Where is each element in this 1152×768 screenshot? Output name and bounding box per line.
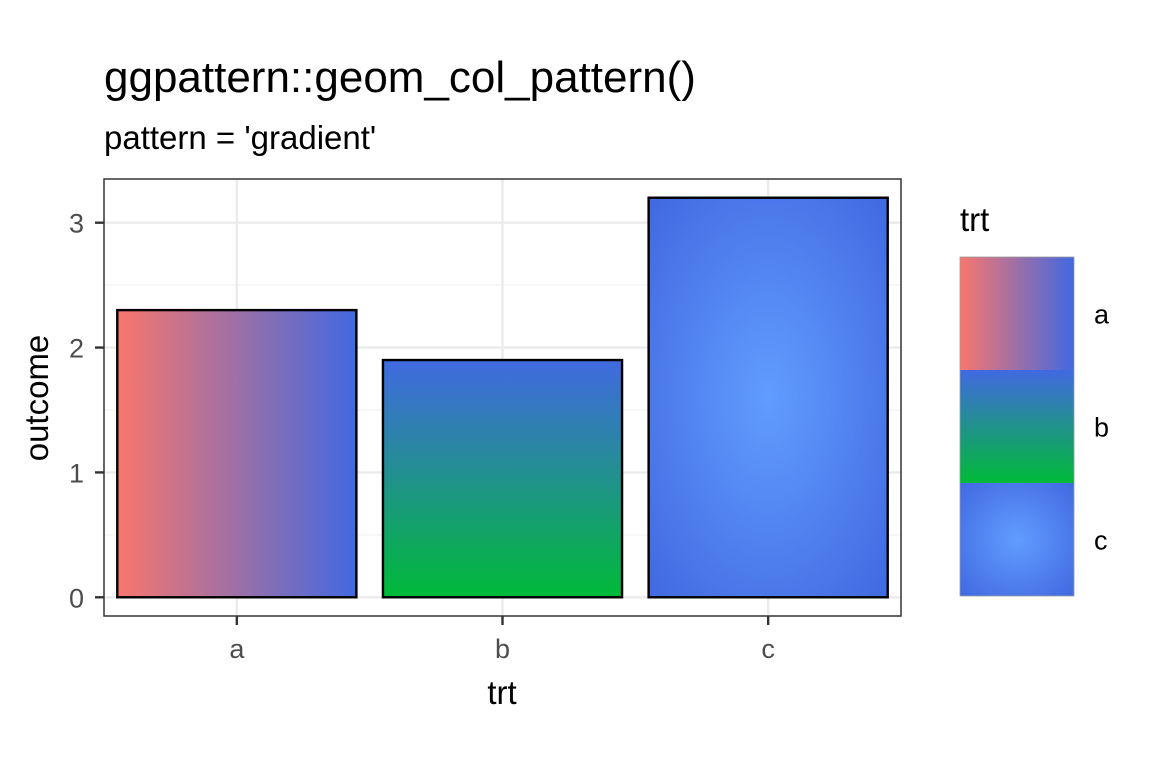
chart-subtitle: pattern = 'gradient' bbox=[104, 119, 376, 156]
y-tick-label: 0 bbox=[69, 583, 84, 613]
y-tick-label: 2 bbox=[69, 334, 84, 364]
bar-c bbox=[647, 196, 889, 599]
legend-label-a: a bbox=[1094, 300, 1110, 330]
bar-b bbox=[381, 358, 624, 599]
x-tick-label: a bbox=[229, 634, 245, 664]
bar-a bbox=[116, 308, 358, 599]
legend-label-c: c bbox=[1094, 526, 1108, 556]
y-axis-title: outcome bbox=[18, 335, 55, 462]
legend-key-b bbox=[960, 370, 1074, 483]
x-axis-title: trt bbox=[487, 674, 516, 711]
legend: a b c bbox=[959, 256, 1110, 597]
axes-group: 0 1 2 3 a b c bbox=[69, 178, 902, 664]
legend-title: trt bbox=[960, 201, 989, 238]
legend-key-border bbox=[959, 256, 1075, 597]
chart-title: ggpattern::geom_col_pattern() bbox=[104, 53, 696, 102]
x-tick-label: c bbox=[761, 634, 775, 664]
y-tick-label: 3 bbox=[69, 209, 84, 239]
x-tick-label: b bbox=[495, 634, 510, 664]
legend-key-a bbox=[960, 257, 1074, 370]
legend-label-b: b bbox=[1094, 413, 1109, 443]
bars-group bbox=[116, 196, 889, 599]
y-tick-label: 1 bbox=[69, 458, 84, 488]
legend-key-c bbox=[960, 483, 1074, 596]
